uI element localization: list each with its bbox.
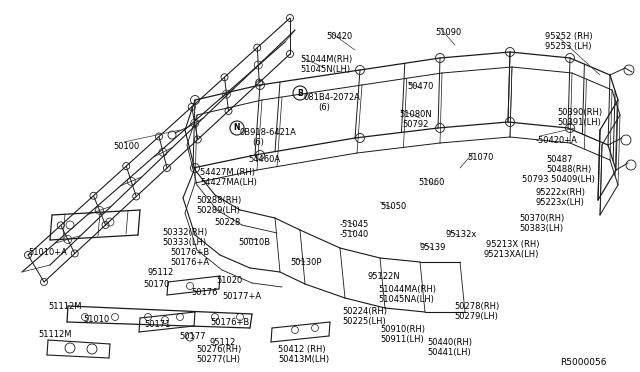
- Text: 54460A: 54460A: [248, 155, 280, 164]
- Text: 95252 (RH): 95252 (RH): [545, 32, 593, 41]
- Text: 50420: 50420: [326, 32, 352, 41]
- Text: 50279(LH): 50279(LH): [454, 312, 498, 321]
- Text: 51112M: 51112M: [48, 302, 81, 311]
- Text: 95223x(LH): 95223x(LH): [536, 198, 585, 207]
- Text: -51045: -51045: [340, 220, 369, 229]
- Text: 50390(RH): 50390(RH): [557, 108, 602, 117]
- Text: (6): (6): [318, 103, 330, 112]
- Text: 50277(LH): 50277(LH): [196, 355, 240, 364]
- Text: 50370(RH): 50370(RH): [519, 214, 564, 223]
- Text: 50470: 50470: [407, 82, 433, 91]
- Text: 51045N(LH): 51045N(LH): [300, 65, 350, 74]
- Text: 50278(RH): 50278(RH): [454, 302, 499, 311]
- Text: 50383(LH): 50383(LH): [519, 224, 563, 233]
- Text: 51044MA(RH): 51044MA(RH): [378, 285, 436, 294]
- Text: 50288(RH): 50288(RH): [196, 196, 241, 205]
- Text: B: B: [297, 89, 303, 97]
- Text: 50412 (RH): 50412 (RH): [278, 345, 326, 354]
- Text: 50488(RH): 50488(RH): [546, 165, 591, 174]
- Text: 50010B: 50010B: [238, 238, 270, 247]
- Text: 50391(LH): 50391(LH): [557, 118, 601, 127]
- Text: 95213X (RH): 95213X (RH): [486, 240, 540, 249]
- Text: 50177: 50177: [179, 332, 205, 341]
- Text: 50440(RH): 50440(RH): [427, 338, 472, 347]
- Text: 081B4-2072A: 081B4-2072A: [304, 93, 361, 102]
- Text: 50413M(LH): 50413M(LH): [278, 355, 329, 364]
- Text: 51060: 51060: [418, 178, 444, 187]
- Text: 50177+A: 50177+A: [222, 292, 261, 301]
- Text: 54427M (RH): 54427M (RH): [200, 168, 255, 177]
- Text: 50441(LH): 50441(LH): [427, 348, 471, 357]
- Text: 50911(LH): 50911(LH): [380, 335, 424, 344]
- Text: 50487: 50487: [546, 155, 573, 164]
- Text: 51020: 51020: [216, 276, 243, 285]
- Text: 95139: 95139: [420, 243, 446, 252]
- Text: 50176+B: 50176+B: [210, 318, 249, 327]
- Text: 51080N: 51080N: [399, 110, 432, 119]
- Text: 95222x(RH): 95222x(RH): [536, 188, 586, 197]
- Text: 95122N: 95122N: [368, 272, 401, 281]
- Text: 51010: 51010: [83, 315, 109, 324]
- Text: -51040: -51040: [340, 230, 369, 239]
- Text: 95112: 95112: [209, 338, 236, 347]
- Text: 50130P: 50130P: [290, 258, 321, 267]
- Text: R5000056: R5000056: [560, 358, 607, 367]
- Text: 50333(LH): 50333(LH): [162, 238, 206, 247]
- Text: 50170: 50170: [143, 280, 170, 289]
- Text: 50276(RH): 50276(RH): [196, 345, 241, 354]
- Text: 50176: 50176: [191, 288, 218, 297]
- Text: 50176+B: 50176+B: [170, 248, 209, 257]
- Text: 50224(RH): 50224(RH): [342, 307, 387, 316]
- Text: 50225(LH): 50225(LH): [342, 317, 386, 326]
- Text: 51050: 51050: [380, 202, 406, 211]
- Text: 51044M(RH): 51044M(RH): [300, 55, 352, 64]
- Text: 95132x: 95132x: [446, 230, 477, 239]
- Text: 50176+A: 50176+A: [170, 258, 209, 267]
- Text: 50792: 50792: [402, 120, 428, 129]
- Text: 50332(RH): 50332(RH): [162, 228, 207, 237]
- Text: 51112M: 51112M: [38, 330, 72, 339]
- Text: 95253 (LH): 95253 (LH): [545, 42, 591, 51]
- Text: 54427MA(LH): 54427MA(LH): [200, 178, 257, 187]
- Text: 50228: 50228: [214, 218, 241, 227]
- Text: 50793 50409(LH): 50793 50409(LH): [522, 175, 595, 184]
- Text: 50289(LH): 50289(LH): [196, 206, 240, 215]
- Text: 0B918-6421A: 0B918-6421A: [240, 128, 297, 137]
- Text: N: N: [234, 124, 240, 132]
- Text: 51010+A: 51010+A: [28, 248, 67, 257]
- Text: 95112: 95112: [148, 268, 174, 277]
- Text: 50171: 50171: [144, 320, 170, 329]
- Text: 95213XA(LH): 95213XA(LH): [483, 250, 538, 259]
- Text: 50100: 50100: [113, 142, 140, 151]
- Text: 50910(RH): 50910(RH): [380, 325, 425, 334]
- Text: 51090: 51090: [435, 28, 461, 37]
- Text: (6): (6): [252, 138, 264, 147]
- Text: 51045NA(LH): 51045NA(LH): [378, 295, 434, 304]
- Text: 51070: 51070: [467, 153, 493, 162]
- Text: -50420+A: -50420+A: [536, 136, 578, 145]
